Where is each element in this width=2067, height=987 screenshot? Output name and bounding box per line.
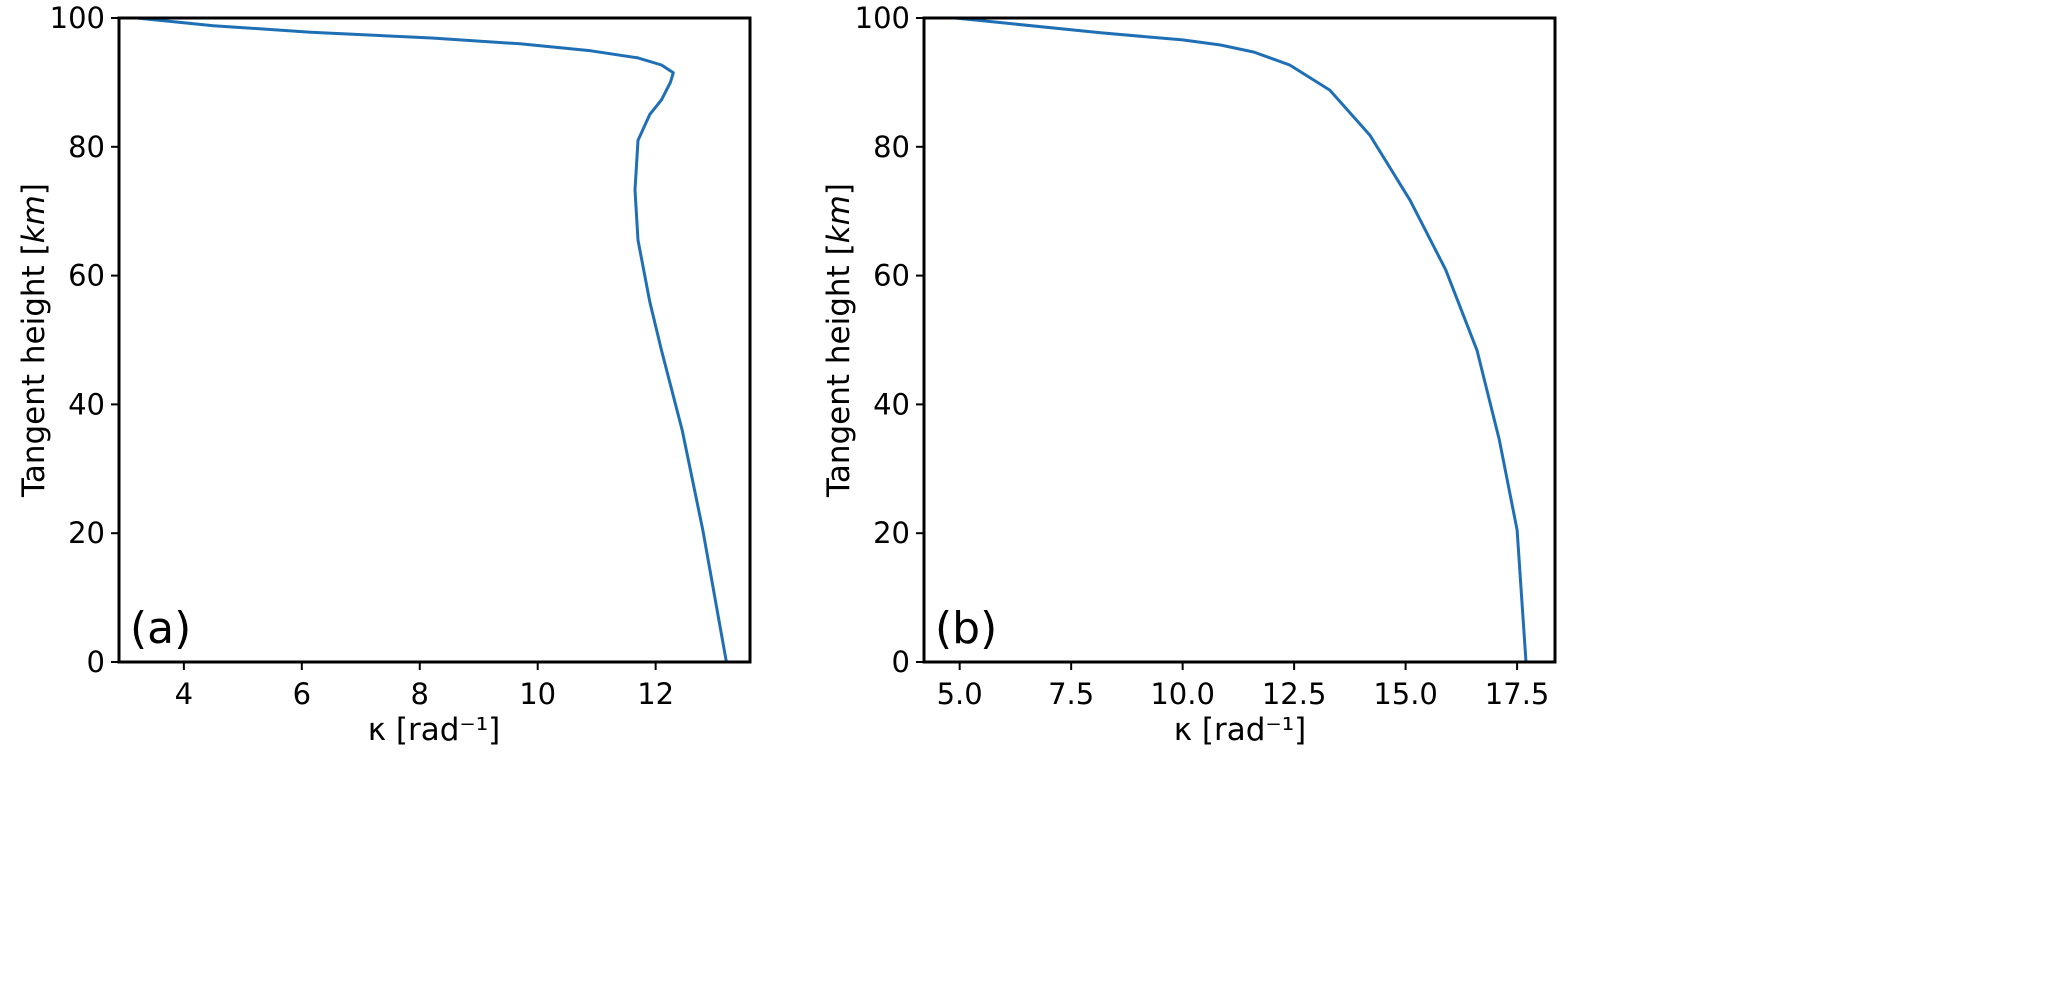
y-tick-label: 60	[873, 259, 910, 293]
y-tick-label: 80	[873, 130, 910, 164]
y-tick-label: 20	[68, 516, 105, 550]
chart-panel-b: (b) κ [rad⁻¹] Tangent height [km] 5.0 7.5…	[821, 1, 1557, 748]
y-tick: 20	[873, 516, 924, 550]
x-tick: 8	[411, 662, 429, 711]
y-tick-label: 100	[50, 1, 105, 35]
x-tick-label: 10.0	[1150, 677, 1215, 711]
y-axis-label: Tangent height [km]	[821, 183, 857, 498]
x-tick: 15.0	[1373, 662, 1438, 711]
x-tick-label: 4	[175, 677, 193, 711]
x-tick: 12.5	[1262, 662, 1327, 711]
y-tick-label: 40	[68, 387, 105, 421]
chart-panel-a: (a) κ [rad⁻¹] Tangent height [km] 4 6 8 10 1…	[16, 1, 752, 748]
x-tick: 6	[293, 662, 311, 711]
x-tick-label: 12	[637, 677, 674, 711]
y-tick-label: 0	[87, 645, 105, 679]
x-tick-label: 7.5	[1048, 677, 1094, 711]
y-tick: 100	[50, 1, 119, 35]
series-line	[136, 16, 728, 663]
y-tick: 80	[873, 130, 924, 164]
panel-label: (b)	[935, 603, 997, 654]
x-tick-label: 8	[411, 677, 429, 711]
axes-frame	[922, 16, 1557, 664]
y-tick: 40	[873, 387, 924, 421]
y-tick: 20	[68, 516, 119, 550]
y-tick: 80	[68, 130, 119, 164]
y-tick-label: 80	[68, 130, 105, 164]
y-tick-label: 40	[873, 387, 910, 421]
y-axis-label: Tangent height [km]	[16, 183, 52, 498]
y-tick-label: 60	[68, 259, 105, 293]
y-tick: 100	[855, 1, 924, 35]
y-tick: 60	[873, 259, 924, 293]
x-tick: 10.0	[1150, 662, 1215, 711]
x-tick: 12	[637, 662, 674, 711]
x-tick-label: 17.5	[1485, 677, 1550, 711]
x-tick-label: 5.0	[937, 677, 983, 711]
x-tick: 5.0	[937, 662, 983, 711]
x-axis-label: κ [rad⁻¹]	[368, 712, 501, 748]
x-tick-label: 15.0	[1373, 677, 1438, 711]
series-line	[955, 16, 1528, 663]
y-tick: 40	[68, 387, 119, 421]
x-tick-label: 10	[519, 677, 556, 711]
y-tick: 60	[68, 259, 119, 293]
y-tick: 0	[87, 645, 119, 679]
panel-label: (a)	[130, 603, 191, 654]
x-tick: 4	[175, 662, 193, 711]
y-tick-label: 0	[892, 645, 910, 679]
x-tick: 10	[519, 662, 556, 711]
y-tick: 0	[892, 645, 924, 679]
x-tick-label: 12.5	[1262, 677, 1327, 711]
y-tick-label: 100	[855, 1, 910, 35]
x-axis-label: κ [rad⁻¹]	[1174, 712, 1307, 748]
axes-frame	[117, 16, 752, 664]
y-tick-label: 20	[873, 516, 910, 550]
x-tick: 17.5	[1485, 662, 1550, 711]
x-tick-label: 6	[293, 677, 311, 711]
x-tick: 7.5	[1048, 662, 1094, 711]
